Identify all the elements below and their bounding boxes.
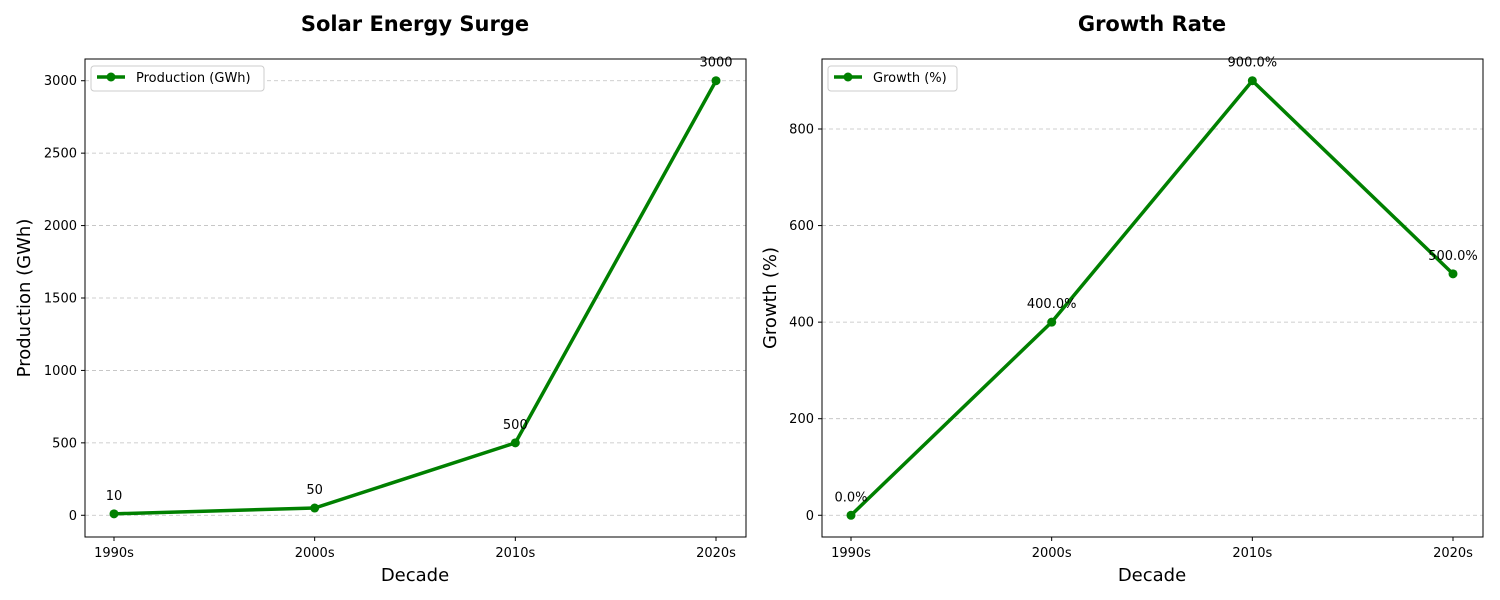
growth-chart: Growth Rate 0.0% 400.0% 900.0% 500.0% Decad… [760,12,1484,586]
data-point [109,509,119,519]
data-point [1247,76,1257,86]
y-tick-label: 600 [789,219,814,234]
y-tick-label: 0 [69,509,77,524]
series-line [113,79,718,516]
x-tick-label: 2020s [1433,546,1473,561]
data-label: 0.0% [834,490,867,505]
x-tick-label: 2010s [1232,546,1272,561]
data-point [510,438,520,448]
series-line [849,78,1455,517]
chart-title: Growth Rate [1078,12,1226,36]
x-tick-label: 1990s [94,546,134,561]
production-chart: Solar Energy Surge 10 50 500 3000 Decade Pr… [14,12,747,586]
data-label: 500.0% [1428,249,1478,264]
y-tick-label: 1000 [44,364,77,379]
y-tick-label: 200 [789,412,814,427]
y-tick-label: 500 [52,436,77,451]
y-tick-label: 2000 [44,219,77,234]
data-label: 900.0% [1228,56,1278,71]
x-tick-label: 1990s [831,546,871,561]
x-tick-label: 2000s [295,546,335,561]
data-point [310,503,320,513]
y-tick-label: 400 [789,316,814,331]
data-label: 3000 [699,56,732,71]
y-axis-label: Growth (%) [760,247,781,349]
x-tick-label: 2010s [495,546,535,561]
x-axis-label: Decade [381,565,449,586]
data-point [846,510,856,520]
x-tick-label: 2000s [1032,546,1072,561]
y-tick-label: 800 [789,123,814,138]
x-tick-label: 2020s [696,546,736,561]
data-label: 50 [306,483,323,498]
legend-label: Production (GWh) [136,71,251,86]
legend-marker [106,72,116,82]
chart-title: Solar Energy Surge [301,12,529,36]
data-point [1047,317,1057,327]
data-label: 400.0% [1027,297,1077,312]
plot-area [821,58,1484,538]
legend-box [827,65,958,92]
legend-box [90,65,265,92]
legend-marker [843,72,853,82]
y-tick-label: 2500 [44,147,77,162]
data-point [1448,269,1458,279]
x-axis-label: Decade [1118,565,1186,586]
legend: Growth (%) [827,65,958,92]
y-axis-label: Production (GWh) [14,219,35,378]
legend: Production (GWh) [90,65,265,92]
y-tick-label: 0 [806,509,814,524]
data-point [711,76,721,86]
y-tick-label: 1500 [44,292,77,307]
data-label: 500 [503,418,528,433]
legend-label: Growth (%) [873,71,947,86]
data-label: 10 [106,489,123,504]
y-tick-label: 3000 [44,74,77,89]
